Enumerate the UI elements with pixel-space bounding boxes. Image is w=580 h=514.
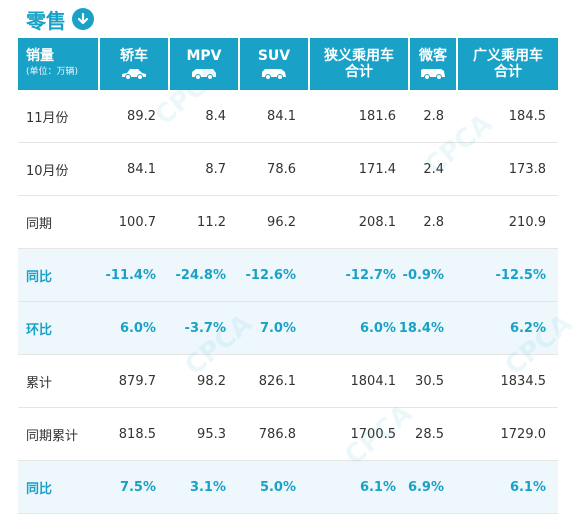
header-mpv: MPV — [168, 38, 238, 90]
table-cell: 1834.5 — [500, 373, 547, 389]
table-cell: 18.4% — [398, 320, 444, 336]
sedan-icon — [122, 69, 146, 80]
table-cell: 100.7 — [118, 214, 156, 230]
table-cell: 2.8 — [423, 108, 444, 124]
microvan-icon — [421, 69, 445, 80]
page-title: 零售 — [26, 8, 66, 33]
table-cell: 6.2% — [509, 320, 546, 336]
table-cell: -12.5% — [495, 267, 547, 283]
row-label: 同期 — [26, 216, 53, 232]
mpv-icon — [192, 69, 216, 80]
header-unit-cell: 销量 (单位：万辆) — [18, 38, 98, 90]
table-cell: 6.0% — [359, 320, 396, 336]
table-cell: 210.9 — [508, 214, 546, 230]
table-cell: 181.6 — [358, 108, 396, 124]
row-label: 环比 — [26, 322, 53, 338]
table-cell: 96.2 — [267, 214, 296, 230]
table-cell: 6.1% — [509, 479, 546, 495]
table-cell: 89.2 — [127, 108, 156, 124]
header-label: 轿车 — [120, 48, 148, 64]
row-label: 同比 — [26, 269, 53, 285]
table-cell: -24.8% — [175, 267, 227, 283]
table-cell: -12.7% — [345, 267, 397, 283]
table-cell: 826.1 — [258, 373, 296, 389]
table-cell: 1804.1 — [350, 373, 397, 389]
table-row: 环比 6.0% -3.7% 7.0% 6.0% 18.4% 6.2% — [18, 302, 558, 355]
table-cell: 173.8 — [508, 161, 546, 177]
table-cell: 6.0% — [119, 320, 156, 336]
table-cell: 7.0% — [259, 320, 296, 336]
row-label: 同期累计 — [26, 428, 79, 444]
header-narrow-total: 狭义乘用车 合计 — [308, 38, 408, 90]
table-cell: 818.5 — [118, 426, 156, 442]
table-cell: 84.1 — [127, 161, 156, 177]
arrow-down-icon[interactable] — [72, 8, 94, 30]
sales-table: 销量 (单位：万辆) 轿车 MPV SUV — [18, 38, 558, 514]
table-cell: 98.2 — [197, 373, 226, 389]
table-row: 10月份 84.1 8.7 78.6 171.4 2.4 173.8 — [18, 143, 558, 196]
table-cell: 11.2 — [197, 214, 226, 230]
header-unit-label: (单位：万辆) — [26, 67, 79, 77]
table-cell: 171.4 — [358, 161, 396, 177]
row-label: 10月份 — [26, 163, 69, 179]
header-sedan: 轿车 — [98, 38, 168, 90]
row-label: 累计 — [26, 375, 53, 391]
header-suv: SUV — [238, 38, 308, 90]
table-cell: 84.1 — [267, 108, 296, 124]
table-row: 同期 100.7 11.2 96.2 208.1 2.8 210.9 — [18, 196, 558, 249]
table-cell: 184.5 — [508, 108, 546, 124]
title-bar: 零售 — [0, 0, 580, 38]
table-header: 销量 (单位：万辆) 轿车 MPV SUV — [18, 38, 558, 90]
header-sales-label: 销量 — [26, 48, 54, 64]
table-cell: 208.1 — [358, 214, 396, 230]
table-body: 11月份 89.2 8.4 84.1 181.6 2.8 184.5 10月份 84.1 8.7 7… — [18, 90, 558, 514]
table-cell: 2.8 — [423, 214, 444, 230]
table-cell: -12.6% — [245, 267, 297, 283]
table-cell: 879.7 — [118, 373, 156, 389]
header-label: 广义乘用车 合计 — [473, 48, 543, 80]
header-label: SUV — [257, 48, 291, 64]
header-broad-total: 广义乘用车 合计 — [456, 38, 558, 90]
table-cell: 3.1% — [189, 479, 226, 495]
table-cell: 2.4 — [423, 161, 444, 177]
table-cell: 30.5 — [415, 373, 444, 389]
header-label: MPV — [186, 48, 222, 64]
table-row: 同比 7.5% 3.1% 5.0% 6.1% 6.9% 6.1% — [18, 461, 558, 514]
table-cell: 1729.0 — [500, 426, 547, 442]
header-label: 狭义乘用车 合计 — [324, 48, 394, 80]
table-cell: 28.5 — [415, 426, 444, 442]
table-cell: 7.5% — [119, 479, 156, 495]
header-microvan: 微客 — [408, 38, 456, 90]
table-cell: 6.9% — [407, 479, 444, 495]
table-cell: -11.4% — [105, 267, 157, 283]
suv-icon — [262, 69, 286, 80]
table-cell: 6.1% — [359, 479, 396, 495]
row-label: 11月份 — [26, 110, 69, 126]
row-label: 同比 — [26, 481, 53, 497]
table-cell: 8.7 — [205, 161, 226, 177]
table-cell: -0.9% — [402, 267, 444, 283]
table-cell: 95.3 — [197, 426, 226, 442]
header-label: 微客 — [419, 48, 447, 64]
table-row: 同期累计 818.5 95.3 786.8 1700.5 28.5 1729.0 — [18, 408, 558, 461]
table-cell: 78.6 — [267, 161, 296, 177]
table-row: 累计 879.7 98.2 826.1 1804.1 30.5 1834.5 — [18, 355, 558, 408]
table-cell: 786.8 — [258, 426, 296, 442]
table-cell: 1700.5 — [350, 426, 397, 442]
table-cell: -3.7% — [184, 320, 226, 336]
table-cell: 5.0% — [259, 479, 296, 495]
table-row: 同比 -11.4% -24.8% -12.6% -12.7% -0.9% -12.5% — [18, 249, 558, 302]
table-row: 11月份 89.2 8.4 84.1 181.6 2.8 184.5 — [18, 90, 558, 143]
table-cell: 8.4 — [205, 108, 226, 124]
